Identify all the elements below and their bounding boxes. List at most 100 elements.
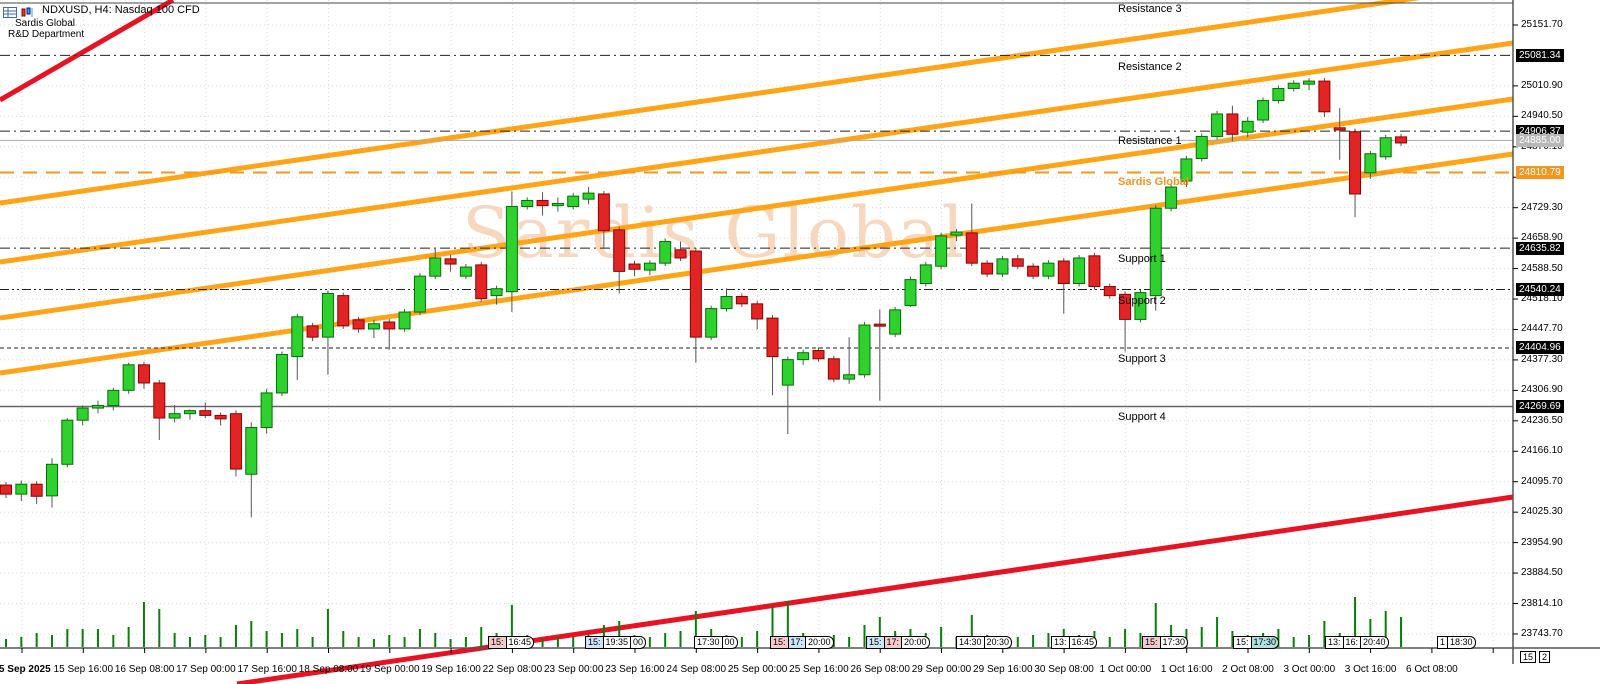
candle-bull[interactable] bbox=[551, 202, 564, 207]
candle-bull[interactable] bbox=[490, 288, 503, 297]
candle-bull[interactable] bbox=[107, 389, 120, 406]
candle-bull[interactable] bbox=[183, 410, 196, 415]
candle-bull[interactable] bbox=[889, 309, 902, 335]
candle-bull[interactable] bbox=[1180, 158, 1193, 182]
timestamp-flag[interactable]: 15: 17:30 bbox=[1233, 636, 1280, 649]
candle-bear[interactable] bbox=[1088, 255, 1101, 288]
candle-bull[interactable] bbox=[1287, 82, 1300, 89]
candle-bull[interactable] bbox=[321, 292, 334, 338]
quotes-table-icon[interactable] bbox=[3, 5, 17, 18]
timestamp-flag[interactable]: 13: 16:45 bbox=[1051, 636, 1098, 649]
candle-bear[interactable] bbox=[812, 350, 825, 360]
candle-bull[interactable] bbox=[275, 353, 288, 394]
timestamp-flag[interactable]: 15: 16:45 bbox=[488, 636, 535, 649]
orange-channel-line[interactable] bbox=[0, 96, 1514, 321]
candle-bull[interactable] bbox=[1073, 257, 1086, 285]
red-channel-line[interactable] bbox=[0, 0, 175, 103]
candle-bull[interactable] bbox=[567, 195, 580, 208]
candle-bear[interactable] bbox=[444, 258, 457, 265]
candle-bear[interactable] bbox=[0, 484, 12, 495]
candle-bull[interactable] bbox=[582, 192, 595, 200]
candle-bull[interactable] bbox=[45, 463, 58, 497]
red-channel-line[interactable] bbox=[236, 494, 1514, 684]
candle-bull[interactable] bbox=[705, 308, 718, 338]
candle-bull[interactable] bbox=[1272, 87, 1285, 102]
candle-bull[interactable] bbox=[1241, 120, 1254, 133]
candle-bull[interactable] bbox=[367, 323, 380, 330]
candle-bull[interactable] bbox=[291, 316, 304, 358]
candle-bear[interactable] bbox=[153, 382, 166, 419]
candle-bull[interactable] bbox=[781, 359, 794, 386]
timestamp-flag[interactable]: 17:30 00 bbox=[694, 636, 738, 649]
candle-bull[interactable] bbox=[260, 392, 273, 429]
candle-bull[interactable] bbox=[1364, 153, 1377, 174]
candle-bull[interactable] bbox=[720, 295, 733, 310]
candle-bear[interactable] bbox=[766, 317, 779, 358]
candle-bull[interactable] bbox=[643, 262, 656, 271]
candle-bear[interactable] bbox=[337, 295, 350, 327]
timestamp-flag[interactable]: 15: 17:30 bbox=[1142, 636, 1189, 649]
candle-bull[interactable] bbox=[950, 231, 963, 236]
candle-bear[interactable] bbox=[1333, 127, 1346, 131]
candle-bull[interactable] bbox=[168, 413, 181, 419]
candle-bull[interactable] bbox=[1195, 135, 1208, 160]
candle-bear[interactable] bbox=[1395, 136, 1408, 144]
candle-bull[interactable] bbox=[1165, 186, 1178, 209]
axis-corner-box[interactable]: 2 bbox=[1539, 651, 1551, 663]
candle-bull[interactable] bbox=[919, 264, 932, 285]
candle-bull[interactable] bbox=[1149, 207, 1162, 297]
candle-bear[interactable] bbox=[229, 413, 242, 470]
candle-bull[interactable] bbox=[1303, 80, 1316, 85]
axis-corner-box[interactable]: 15 bbox=[1520, 651, 1537, 663]
candle-bear[interactable] bbox=[689, 250, 702, 338]
candle-bear[interactable] bbox=[981, 262, 994, 275]
candle-bull[interactable] bbox=[245, 427, 258, 475]
candle-bear[interactable] bbox=[352, 319, 365, 330]
candle-bull[interactable] bbox=[996, 258, 1009, 275]
candle-bear[interactable] bbox=[383, 321, 396, 330]
candle-bear[interactable] bbox=[1103, 286, 1116, 297]
timestamp-flag[interactable]: 13: 16: 20:40 bbox=[1325, 636, 1389, 649]
timestamp-flag[interactable]: 15: 17: 20:00 bbox=[770, 636, 834, 649]
orange-channel-line[interactable] bbox=[0, 0, 1513, 206]
candle-bull[interactable] bbox=[459, 266, 472, 277]
candle-bear[interactable] bbox=[827, 358, 840, 380]
timestamp-flag[interactable]: 14:30 20:30 bbox=[956, 636, 1013, 649]
candle-bear[interactable] bbox=[199, 410, 212, 416]
candle-bull[interactable] bbox=[61, 419, 74, 465]
candle-bear[interactable] bbox=[873, 323, 886, 327]
candle-bear[interactable] bbox=[536, 199, 549, 207]
candle-bull[interactable] bbox=[1379, 137, 1392, 158]
candle-bear[interactable] bbox=[628, 263, 641, 270]
candle-bear[interactable] bbox=[751, 303, 764, 320]
candle-bull[interactable] bbox=[505, 206, 518, 293]
timestamp-flag[interactable]: 1 18:30 bbox=[1437, 636, 1476, 649]
candle-bull[interactable] bbox=[843, 374, 856, 380]
candle-bear[interactable] bbox=[30, 483, 43, 497]
candle-bear[interactable] bbox=[597, 193, 610, 232]
candle-bull[interactable] bbox=[1134, 292, 1147, 320]
candle-bear[interactable] bbox=[613, 229, 626, 272]
orange-channel-line[interactable] bbox=[0, 151, 1514, 376]
candle-bear[interactable] bbox=[1011, 258, 1024, 267]
candle-bull[interactable] bbox=[521, 199, 534, 208]
candle-bull[interactable] bbox=[91, 404, 104, 409]
candle-bull[interactable] bbox=[429, 257, 442, 277]
candle-bear[interactable] bbox=[965, 232, 978, 264]
candle-bear[interactable] bbox=[214, 414, 227, 420]
candle-bull[interactable] bbox=[904, 279, 917, 307]
candle-bear[interactable] bbox=[137, 364, 150, 384]
candle-bull[interactable] bbox=[858, 324, 871, 376]
candle-bull[interactable] bbox=[413, 275, 426, 313]
candle-bull[interactable] bbox=[398, 311, 411, 330]
candle-bull[interactable] bbox=[659, 241, 672, 264]
candle-bear[interactable] bbox=[475, 264, 488, 300]
candle-bull[interactable] bbox=[76, 407, 89, 421]
candle-bear[interactable] bbox=[1349, 131, 1362, 195]
candle-bull[interactable] bbox=[1042, 262, 1055, 277]
timestamp-flag[interactable]: 15: 17: 20:00 bbox=[866, 636, 930, 649]
candle-bear[interactable] bbox=[306, 325, 319, 338]
candle-bear[interactable] bbox=[674, 249, 687, 259]
orange-channel-line[interactable] bbox=[0, 40, 1514, 265]
candle-bear[interactable] bbox=[1226, 113, 1239, 135]
